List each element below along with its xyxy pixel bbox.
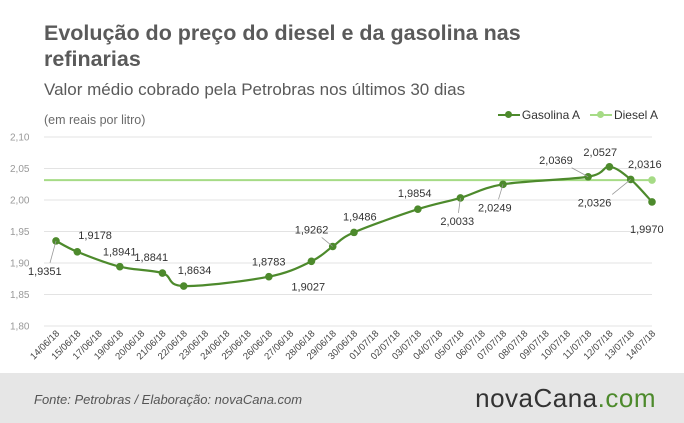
gasolina-point bbox=[73, 247, 82, 256]
label-leader-line bbox=[49, 240, 57, 263]
gasolina-data-label: 1,8634 bbox=[178, 265, 212, 277]
gasolina-point bbox=[158, 269, 167, 277]
gasolina-point bbox=[265, 272, 273, 281]
gasolina-point bbox=[648, 198, 656, 206]
y-tick-label: 1,80 bbox=[10, 322, 30, 333]
gasolina-series-line bbox=[55, 165, 653, 288]
legend-swatch-diesel bbox=[589, 110, 612, 120]
diesel-data-label: 2,0316 bbox=[628, 159, 662, 171]
gasolina-data-label: 1,8783 bbox=[252, 257, 286, 269]
label-leader-line bbox=[498, 184, 504, 200]
label-leader-line bbox=[571, 167, 589, 178]
gasolina-data-label: 2,0326 bbox=[578, 197, 612, 209]
chart-legend: Gasolina A Diesel A bbox=[497, 108, 658, 122]
chart-subtitle: Valor médio cobrado pela Petrobras nos ú… bbox=[44, 80, 466, 99]
gasolina-data-label: 1,9178 bbox=[78, 230, 112, 242]
gasolina-point bbox=[350, 228, 358, 237]
source-note: Fonte: Petrobras / Elaboração: novaCana.… bbox=[34, 392, 303, 407]
legend-label-diesel: Diesel A bbox=[613, 108, 658, 122]
legend-label-gasolina: Gasolina A bbox=[521, 108, 580, 122]
y-tick-label: 2,00 bbox=[10, 196, 30, 207]
label-leader-line bbox=[611, 179, 631, 195]
label-leader-line bbox=[458, 197, 461, 213]
label-leader-line bbox=[321, 237, 333, 247]
gasolina-data-label: 1,9970 bbox=[630, 224, 664, 236]
gasolina-data-label: 2,0369 bbox=[539, 155, 573, 167]
gasolina-data-label: 2,0249 bbox=[478, 202, 512, 214]
legend-item-gasolina: Gasolina A bbox=[497, 108, 580, 122]
gasolina-data-label: 1,9854 bbox=[398, 188, 432, 200]
gasolina-point bbox=[605, 162, 614, 171]
gasolina-data-label: 1,9351 bbox=[28, 266, 62, 278]
novacana-logo: novaCana.com bbox=[475, 383, 656, 413]
unit-note: (em reais por litro) bbox=[44, 113, 146, 127]
y-tick-label: 1,95 bbox=[10, 227, 30, 238]
gasolina-point bbox=[414, 205, 422, 213]
gasolina-data-label: 1,9262 bbox=[295, 224, 329, 236]
footer-bar: Fonte: Petrobras / Elaboração: novaCana.… bbox=[0, 373, 684, 423]
gasolina-data-label: 2,0033 bbox=[440, 216, 474, 228]
chart-title: Evolução do preço do diesel e da gasolin… bbox=[44, 21, 521, 71]
y-tick-label: 1,90 bbox=[10, 259, 30, 270]
legend-swatch-gasolina bbox=[497, 110, 520, 120]
legend-item-diesel: Diesel A bbox=[589, 108, 658, 122]
y-tick-label: 1,85 bbox=[10, 290, 30, 301]
gasolina-data-label: 1,8841 bbox=[134, 252, 168, 264]
gasolina-data-label: 1,8941 bbox=[103, 247, 137, 259]
line-chart: 1,801,851,901,952,002,052,1014/06/1815/0… bbox=[10, 133, 664, 363]
gasolina-data-label: 1,9027 bbox=[291, 281, 325, 293]
y-tick-label: 2,05 bbox=[10, 164, 30, 175]
gasolina-point bbox=[116, 262, 124, 271]
diesel-point bbox=[648, 176, 656, 184]
gasolina-data-label: 1,9486 bbox=[343, 211, 377, 223]
gasolina-data-label: 2,0527 bbox=[583, 147, 617, 159]
gasolina-point bbox=[307, 257, 316, 266]
gasolina-point bbox=[179, 282, 188, 290]
y-tick-label: 2,10 bbox=[10, 133, 30, 144]
gasolina-point bbox=[456, 194, 465, 202]
